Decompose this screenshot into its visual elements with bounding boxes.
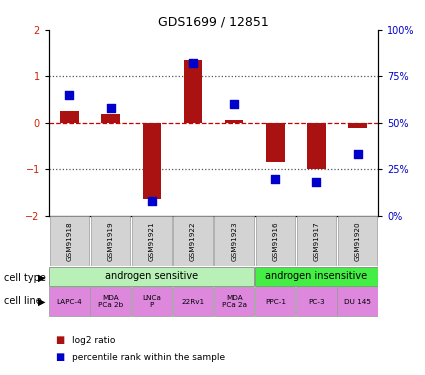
Text: MDA
PCa 2b: MDA PCa 2b <box>98 295 123 308</box>
Bar <box>307 123 326 169</box>
Text: percentile rank within the sample: percentile rank within the sample <box>72 352 225 362</box>
Bar <box>296 287 337 316</box>
Bar <box>91 287 131 316</box>
Text: PC-3: PC-3 <box>308 298 325 304</box>
Bar <box>91 216 130 266</box>
Point <box>107 105 114 111</box>
Text: androgen insensitive: androgen insensitive <box>266 272 368 281</box>
Bar <box>266 123 285 162</box>
Text: 22Rv1: 22Rv1 <box>181 298 204 304</box>
Text: log2 ratio: log2 ratio <box>72 336 116 345</box>
Point <box>190 60 196 66</box>
Text: PPC-1: PPC-1 <box>265 298 286 304</box>
Bar <box>49 287 90 316</box>
Bar <box>348 123 367 128</box>
Bar <box>338 216 377 266</box>
Text: ■: ■ <box>55 352 65 362</box>
Text: DU 145: DU 145 <box>344 298 371 304</box>
Point <box>272 176 279 181</box>
Bar <box>184 60 202 123</box>
Text: GSM91916: GSM91916 <box>272 221 278 261</box>
Text: androgen sensitive: androgen sensitive <box>105 272 198 281</box>
Text: LNCa
P: LNCa P <box>142 295 161 308</box>
Bar <box>173 216 213 266</box>
Point <box>313 179 320 185</box>
Bar <box>50 216 89 266</box>
Text: GSM91920: GSM91920 <box>355 221 361 261</box>
Text: GSM91918: GSM91918 <box>66 221 72 261</box>
Text: GSM91923: GSM91923 <box>231 221 237 261</box>
Text: LAPC-4: LAPC-4 <box>57 298 82 304</box>
Bar <box>142 123 161 200</box>
Text: cell line: cell line <box>4 297 42 306</box>
Bar <box>255 287 295 316</box>
Bar <box>214 216 254 266</box>
Bar <box>297 216 336 266</box>
Bar <box>214 287 254 316</box>
Title: GDS1699 / 12851: GDS1699 / 12851 <box>158 16 269 29</box>
Point <box>231 101 238 107</box>
Bar <box>102 114 120 123</box>
Text: GSM91919: GSM91919 <box>108 221 113 261</box>
Text: ▶: ▶ <box>38 297 45 306</box>
Point <box>148 198 155 204</box>
Text: MDA
PCa 2a: MDA PCa 2a <box>222 295 246 308</box>
Bar <box>255 267 378 286</box>
Text: cell type: cell type <box>4 273 46 283</box>
Text: GSM91922: GSM91922 <box>190 221 196 261</box>
Bar <box>49 267 254 286</box>
Text: ■: ■ <box>55 335 65 345</box>
Bar <box>132 287 172 316</box>
Bar <box>337 287 378 316</box>
Bar <box>225 120 244 123</box>
Bar <box>132 216 172 266</box>
Text: ▶: ▶ <box>38 273 45 283</box>
Text: GSM91917: GSM91917 <box>314 221 320 261</box>
Point <box>354 152 361 157</box>
Point <box>66 92 73 98</box>
Text: GSM91921: GSM91921 <box>149 221 155 261</box>
Bar <box>60 111 79 123</box>
Bar <box>173 287 213 316</box>
Bar <box>255 216 295 266</box>
